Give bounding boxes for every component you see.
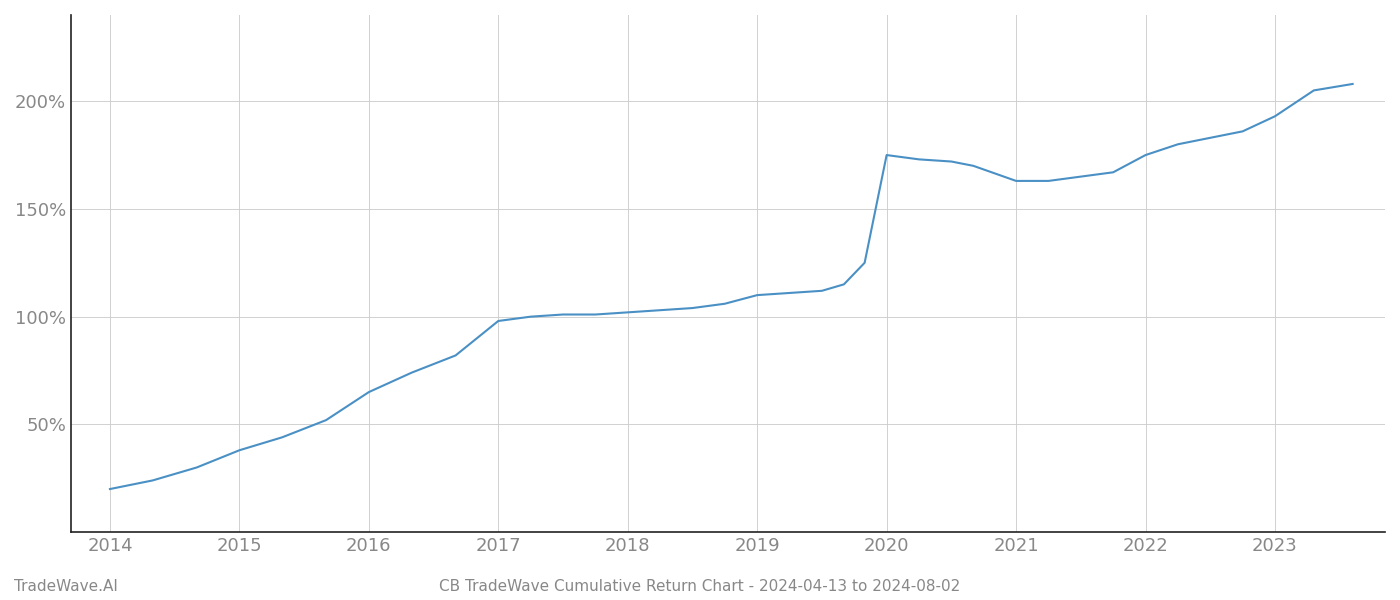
Text: TradeWave.AI: TradeWave.AI: [14, 579, 118, 594]
Text: CB TradeWave Cumulative Return Chart - 2024-04-13 to 2024-08-02: CB TradeWave Cumulative Return Chart - 2…: [440, 579, 960, 594]
